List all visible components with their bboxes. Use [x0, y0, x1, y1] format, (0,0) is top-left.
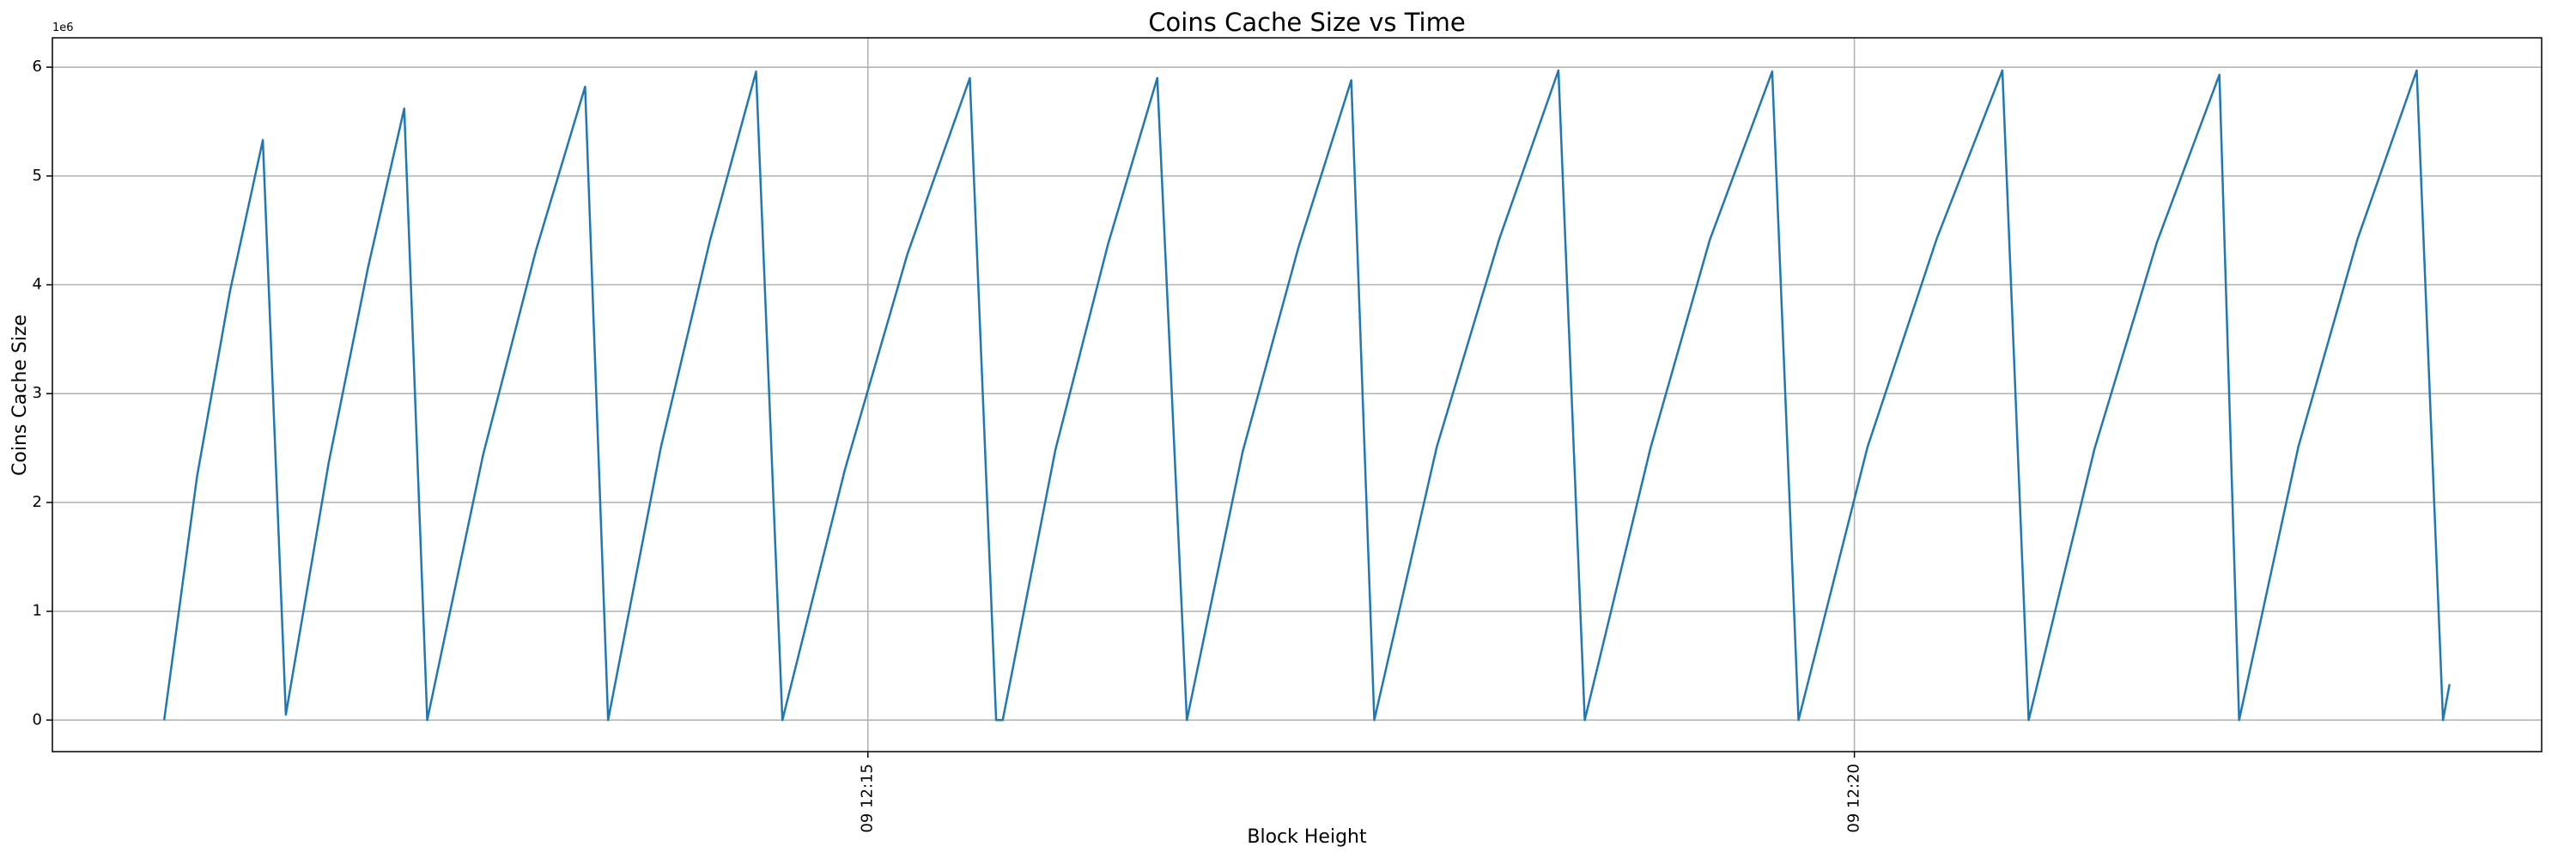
y-tick-label: 4 — [33, 276, 42, 294]
y-tick-label: 2 — [33, 493, 42, 511]
y-tick-label: 6 — [33, 58, 42, 76]
plot-frame — [52, 37, 2543, 752]
x-tick-label: 09 12:20 — [1845, 764, 1863, 833]
data-line — [162, 69, 2451, 722]
x-tick-label: 09 12:15 — [859, 764, 877, 833]
y-offset-label: 1e6 — [52, 21, 74, 34]
y-axis-label: Coins Cache Size — [9, 314, 31, 476]
chart-title: Coins Cache Size vs Time — [1148, 8, 1465, 37]
y-tick-label: 0 — [33, 710, 42, 728]
y-tick-label: 1 — [33, 602, 42, 620]
x-axis-label: Block Height — [1247, 826, 1367, 848]
y-tick-label: 3 — [33, 384, 42, 402]
y-tick-label: 5 — [33, 167, 42, 185]
